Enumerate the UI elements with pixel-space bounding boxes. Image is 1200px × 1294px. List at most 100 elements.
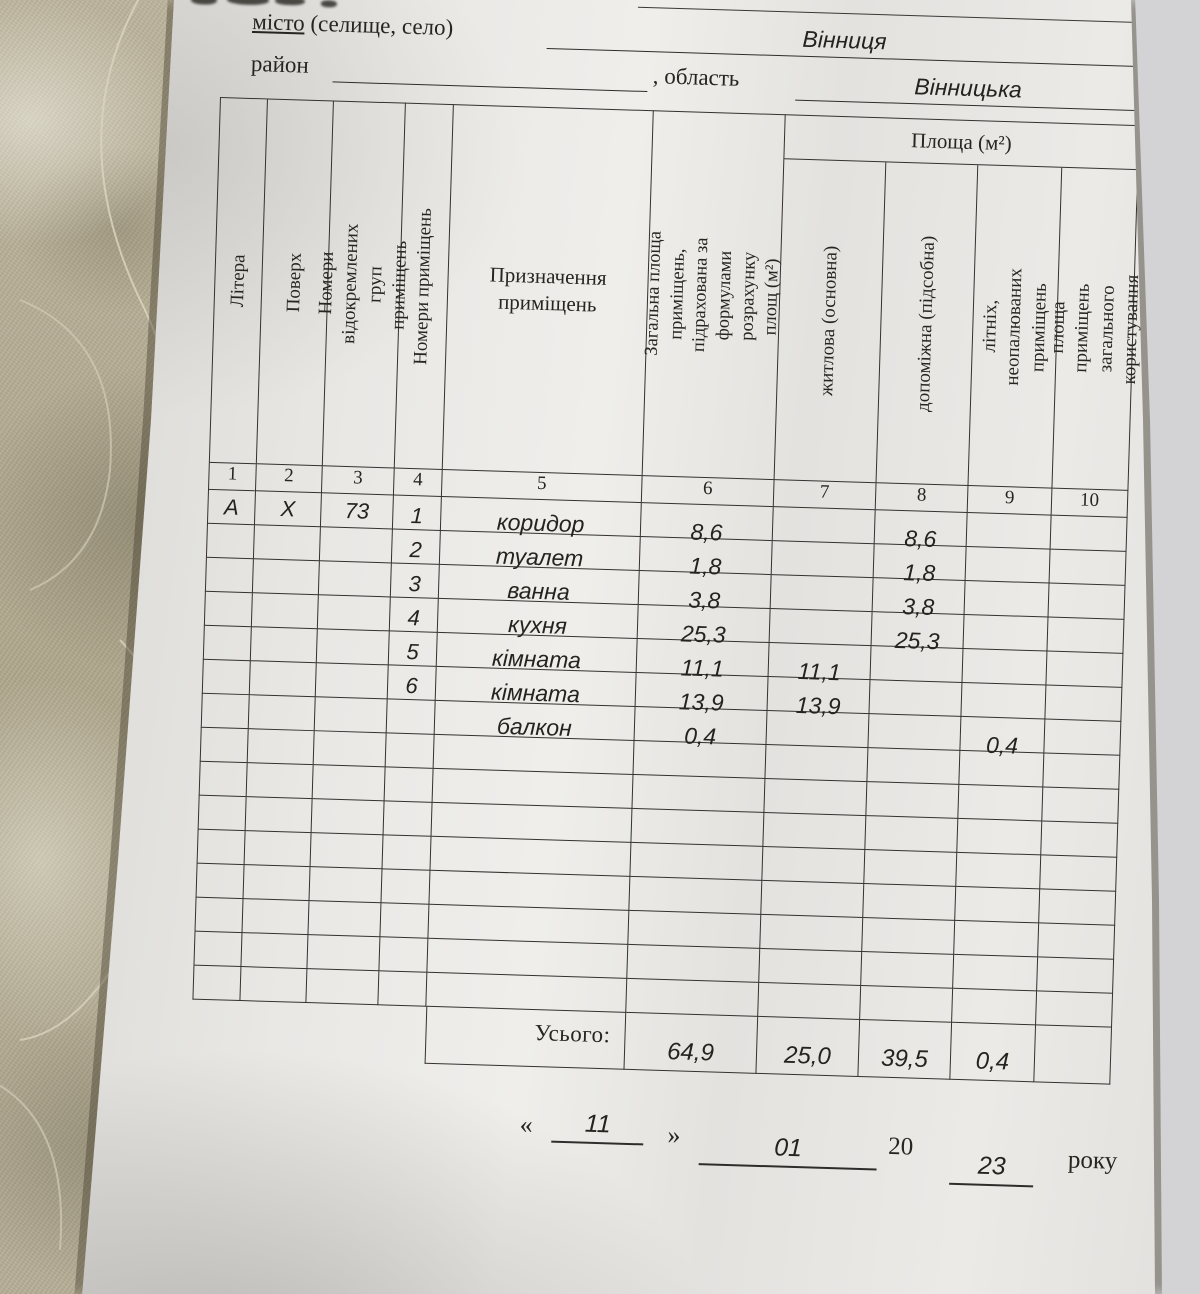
vertical-text-wrap: Загальна площа приміщень, підрахована за… bbox=[641, 111, 785, 479]
cell-value: 13,9 bbox=[678, 688, 725, 716]
table-cell bbox=[314, 697, 388, 734]
table-cell: 6 bbox=[387, 665, 437, 701]
table-cell bbox=[962, 648, 1048, 686]
column-number-cell: 7 bbox=[773, 480, 877, 511]
table-cell bbox=[760, 914, 864, 953]
table-cell: 3 bbox=[390, 563, 440, 599]
total-value: 64,9 bbox=[666, 1038, 715, 1067]
year-underline: 23 bbox=[949, 1134, 1035, 1188]
table-cell bbox=[863, 884, 957, 921]
cell-value: 2 bbox=[409, 537, 423, 563]
table-cell bbox=[630, 842, 764, 881]
table-cell bbox=[1043, 753, 1121, 790]
inventory-table: Площа (м²) Літера Поверх Номери відокремлен… bbox=[191, 97, 1143, 1085]
total-label-cell: Усього: bbox=[424, 1006, 627, 1070]
year-value: 23 bbox=[977, 1151, 1007, 1181]
table-cell bbox=[759, 948, 863, 986]
table-cell bbox=[954, 920, 1040, 958]
table-cell bbox=[316, 629, 390, 666]
table-cell bbox=[1038, 923, 1116, 960]
table-cell bbox=[758, 982, 862, 1020]
table-cell bbox=[204, 557, 254, 594]
total-label: Усього: bbox=[534, 1020, 611, 1048]
table-cell bbox=[761, 880, 865, 919]
table-cell bbox=[318, 561, 392, 598]
district-label: район bbox=[250, 50, 310, 78]
table-cell bbox=[244, 831, 312, 868]
header-cell-6: Загальна площа приміщень, підрахована за… bbox=[641, 110, 786, 481]
cell-value: 3 bbox=[408, 570, 422, 597]
table-cell bbox=[313, 731, 387, 768]
table-cell: Х bbox=[254, 491, 322, 528]
table-cell bbox=[251, 593, 319, 630]
table-cell bbox=[1047, 617, 1125, 654]
column-number-cell: 8 bbox=[875, 483, 969, 514]
table-cell bbox=[958, 784, 1044, 822]
cell-value: 1 bbox=[410, 503, 424, 529]
table-cell bbox=[195, 863, 245, 900]
cell-value: 0,4 bbox=[985, 731, 1019, 759]
city-word: місто bbox=[251, 8, 306, 36]
table-cell bbox=[1048, 583, 1126, 620]
table-cell bbox=[197, 795, 247, 832]
header-cell-8: допоміжна (підсобна) bbox=[876, 162, 979, 487]
cell-value: 13,9 bbox=[795, 691, 841, 720]
table-cell bbox=[1050, 515, 1128, 552]
table-cell bbox=[201, 659, 251, 696]
table-cell bbox=[384, 767, 434, 803]
table-cell bbox=[769, 609, 873, 647]
table-cell bbox=[957, 818, 1043, 856]
column-number-cell: 9 bbox=[967, 486, 1053, 516]
table-cell bbox=[770, 575, 874, 613]
cell-value: ванна bbox=[506, 577, 571, 605]
table-cell bbox=[253, 525, 321, 562]
table-cell bbox=[379, 937, 429, 973]
table-cell bbox=[1036, 991, 1114, 1028]
cell-value: 1,8 bbox=[689, 552, 722, 580]
cell-value: кухня bbox=[507, 611, 568, 639]
table-cell bbox=[199, 727, 249, 764]
cell-value: 5 bbox=[406, 638, 420, 665]
header-label: літніх, неопалюваних приміщень bbox=[978, 267, 1051, 386]
total-value-cell: 0,4 bbox=[950, 1022, 1037, 1083]
column-number-cell: 2 bbox=[255, 464, 323, 494]
table-cell bbox=[194, 897, 244, 934]
table-cell bbox=[311, 799, 385, 836]
header-label: Призначення приміщень bbox=[489, 262, 608, 317]
table-cell bbox=[252, 559, 320, 596]
total-value-cell bbox=[1034, 1025, 1112, 1085]
table-cell bbox=[310, 833, 384, 870]
table-cell bbox=[1041, 821, 1119, 858]
header-label: площа приміщень загального користування bbox=[1046, 274, 1143, 386]
header-label: Поверх bbox=[282, 252, 306, 313]
table-cell bbox=[771, 541, 875, 579]
column-number-cell: 1 bbox=[207, 462, 257, 492]
top-partial-text-smudge bbox=[190, 0, 218, 5]
city-value: Вінниця bbox=[802, 25, 887, 55]
column-number-cell: 3 bbox=[321, 466, 395, 496]
table-cell bbox=[956, 852, 1042, 890]
table-cell bbox=[862, 918, 956, 955]
cell-value: А bbox=[223, 494, 240, 520]
table-cell bbox=[381, 869, 431, 905]
table-cell bbox=[953, 954, 1039, 992]
cell-value: 3,8 bbox=[901, 593, 935, 621]
table-cell bbox=[247, 729, 315, 766]
table-cell bbox=[319, 527, 393, 564]
table-cell bbox=[961, 682, 1047, 720]
table-cell bbox=[864, 850, 958, 887]
table-cell bbox=[1037, 957, 1115, 994]
top-partial-text-smudge bbox=[226, 0, 270, 6]
header-label: житлова (основна) bbox=[816, 245, 843, 397]
table-cell bbox=[192, 965, 242, 1002]
header-label: Загальна площа приміщень, підрахована за… bbox=[641, 230, 784, 356]
cell-value: коридор bbox=[496, 508, 585, 538]
total-value: 39,5 bbox=[880, 1044, 929, 1074]
table-cell bbox=[242, 899, 310, 936]
header-cell-10: площа приміщень загального користування bbox=[1046, 167, 1143, 491]
close-quote: » bbox=[667, 1120, 681, 1150]
cell-value: 25,3 bbox=[894, 626, 940, 655]
table-cell bbox=[1040, 855, 1118, 892]
vertical-text-wrap: допоміжна (підсобна) bbox=[877, 162, 978, 485]
